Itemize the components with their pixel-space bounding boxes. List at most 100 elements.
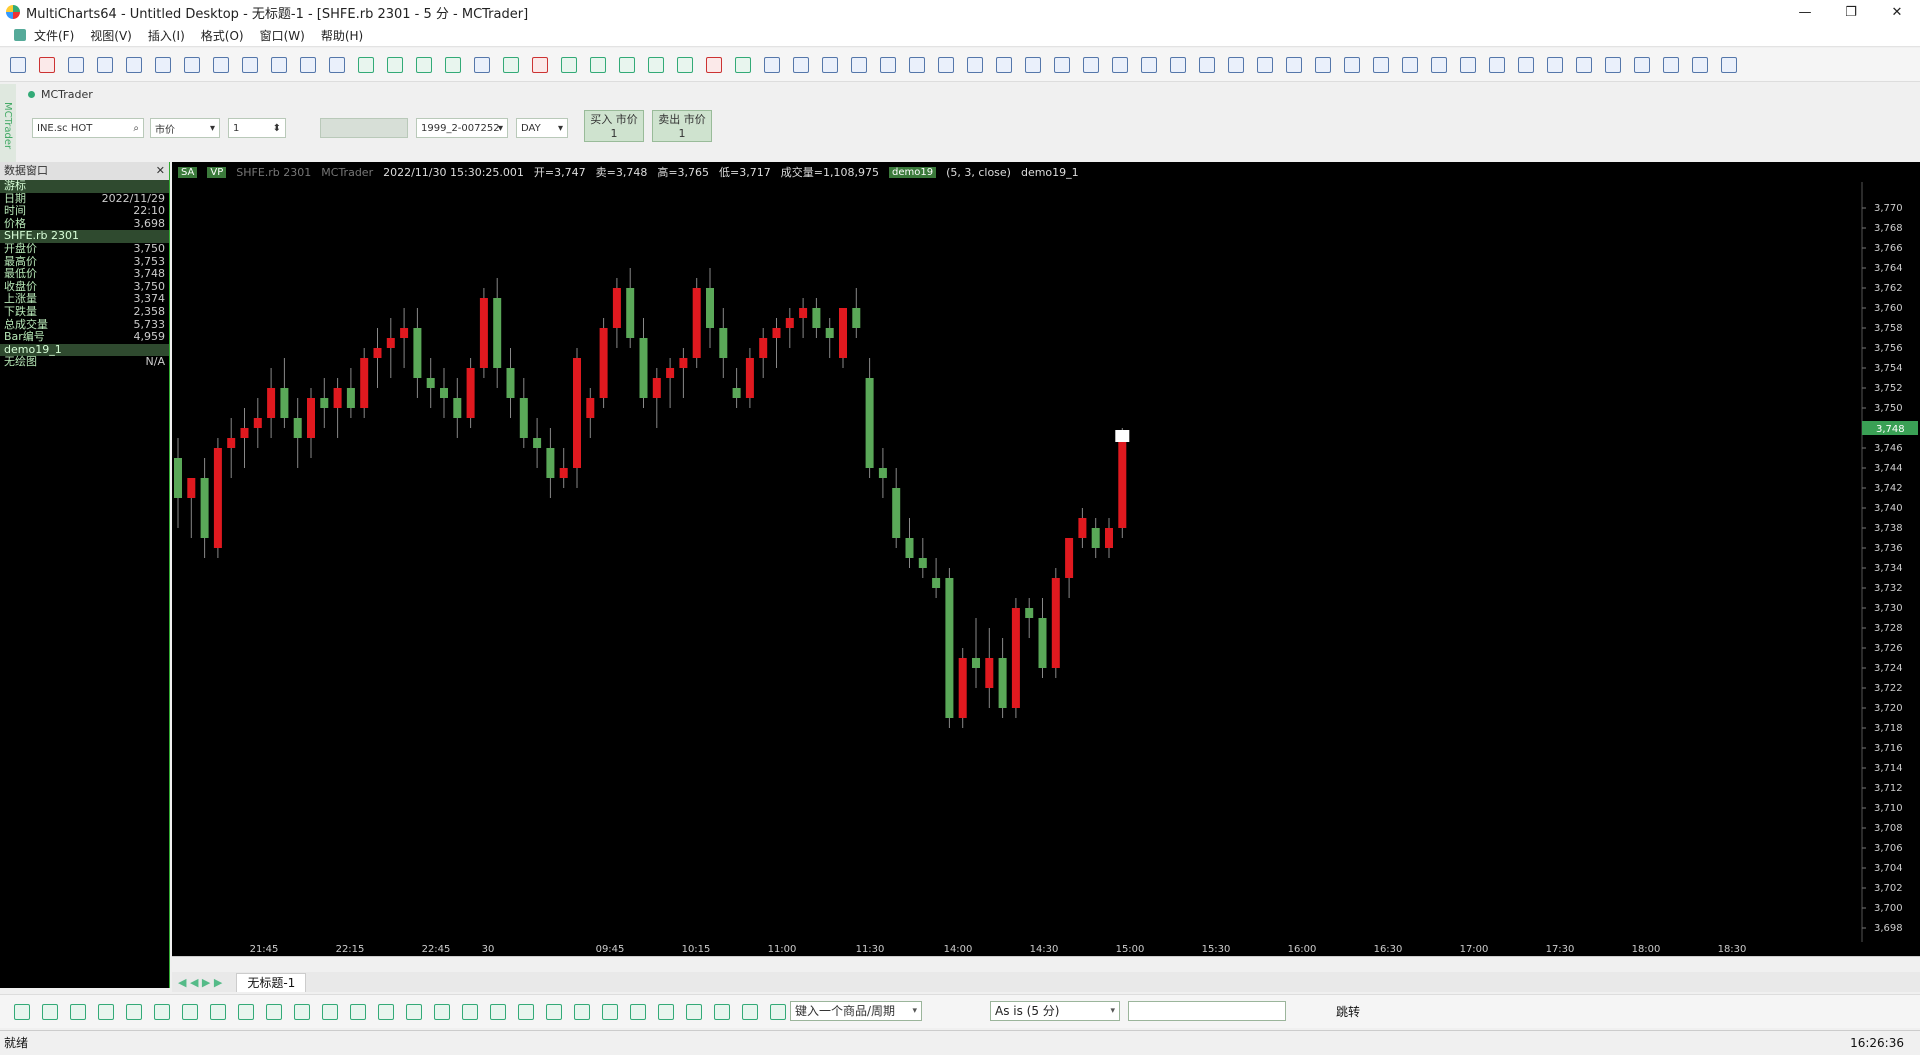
toolbar-tool-icon[interactable] [474,56,490,73]
toolbar-tool-icon[interactable] [271,56,287,73]
toolbar-tool-icon[interactable] [1547,56,1563,73]
toolbar-tool-icon[interactable] [909,56,925,73]
toolbar-tool-icon[interactable] [1431,56,1447,73]
toolbar-tool-icon[interactable] [677,56,693,73]
buy-market-button[interactable]: 买入 市价 1 [584,110,644,142]
toolbar-tool-icon[interactable] [1025,56,1041,73]
drawing-tool-icon[interactable] [14,1003,30,1020]
horizontal-scrollbar[interactable] [172,956,1920,973]
toolbar-tool-icon[interactable] [648,56,664,73]
toolbar-tool-icon[interactable] [68,56,84,73]
toolbar-tool-icon[interactable] [822,56,838,73]
toolbar-tool-icon[interactable] [1663,56,1679,73]
price-chart[interactable]: 3,770 3,768 3,766 3,764 3,762 3,760 3,758 3,756… [172,162,1920,956]
tab-untitled-1[interactable]: 无标题-1 [236,972,307,992]
toolbar-tool-icon[interactable] [39,56,55,73]
account-select[interactable]: 1999_2-007252 ▾ [416,118,508,138]
toolbar-tool-icon[interactable] [1286,56,1302,73]
toolbar-tool-icon[interactable] [590,56,606,73]
drawing-tool-icon[interactable] [602,1003,618,1020]
toolbar-tool-icon[interactable] [764,56,780,73]
drawing-tool-icon[interactable] [406,1003,422,1020]
toolbar-tool-icon[interactable] [213,56,229,73]
toolbar-tool-icon[interactable] [329,56,345,73]
menu-format[interactable]: 格式(O) [200,28,244,43]
toolbar-tool-icon[interactable] [1605,56,1621,73]
toolbar-tool-icon[interactable] [1170,56,1186,73]
drawing-tool-icon[interactable] [350,1003,366,1020]
drawing-tool-icon[interactable] [266,1003,282,1020]
drawing-tool-icon[interactable] [714,1003,730,1020]
drawing-tool-icon[interactable] [546,1003,562,1020]
search-icon[interactable]: ⌕ [133,122,139,134]
tif-select[interactable]: DAY ▾ [516,118,568,138]
jump-button[interactable]: 跳转 [1336,1005,1361,1019]
toolbar-tool-icon[interactable] [387,56,403,73]
toolbar-tool-icon[interactable] [851,56,867,73]
toolbar-tool-icon[interactable] [1228,56,1244,73]
drawing-tool-icon[interactable] [462,1003,478,1020]
drawing-tool-icon[interactable] [686,1003,702,1020]
toolbar-tool-icon[interactable] [1634,56,1650,73]
drawing-tool-icon[interactable] [182,1003,198,1020]
symbol-resolution-input[interactable]: 键入一个商品/周期 ▾ [790,1001,922,1021]
toolbar-tool-icon[interactable] [1257,56,1273,73]
menu-insert[interactable]: 插入(I) [147,28,185,43]
toolbar-tool-icon[interactable] [938,56,954,73]
drawing-tool-icon[interactable] [70,1003,86,1020]
toolbar-tool-icon[interactable] [358,56,374,73]
toolbar-tool-icon[interactable] [735,56,751,73]
toolbar-tool-icon[interactable] [1373,56,1389,73]
toolbar-tool-icon[interactable] [416,56,432,73]
toolbar-tool-icon[interactable] [561,56,577,73]
toolbar-tool-icon[interactable] [503,56,519,73]
toolbar-tool-icon[interactable] [1083,56,1099,73]
toolbar-tool-icon[interactable] [1518,56,1534,73]
sell-market-button[interactable]: 卖出 市价 1 [652,110,712,142]
drawing-tool-icon[interactable] [322,1003,338,1020]
drawing-tool-icon[interactable] [210,1003,226,1020]
toolbar-tool-icon[interactable] [155,56,171,73]
toolbar-tool-icon[interactable] [1692,56,1708,73]
drawing-tool-icon[interactable] [770,1003,786,1020]
study-tag[interactable]: demo19 [888,166,937,178]
date-jump-field[interactable] [1128,1001,1286,1021]
drawing-tool-icon[interactable] [238,1003,254,1020]
order-type-select[interactable]: 市价 ▾ [150,118,220,138]
minimize-button[interactable]: — [1798,4,1812,20]
tab-nav-arrows[interactable]: ◀ ◀ ▶ ▶ [178,975,223,989]
toolbar-tool-icon[interactable] [242,56,258,73]
toolbar-tool-icon[interactable] [300,56,316,73]
drawing-tool-icon[interactable] [490,1003,506,1020]
quantity-stepper[interactable]: 1 ⬍ [228,118,286,138]
toolbar-tool-icon[interactable] [619,56,635,73]
toolbar-tool-icon[interactable] [1402,56,1418,73]
drawing-tool-icon[interactable] [574,1003,590,1020]
toolbar-tool-icon[interactable] [1489,56,1505,73]
vp-tag[interactable]: VP [207,166,227,178]
toolbar-tool-icon[interactable] [1344,56,1360,73]
menu-view[interactable]: 视图(V) [90,28,132,43]
drawing-tool-icon[interactable] [294,1003,310,1020]
toolbar-tool-icon[interactable] [967,56,983,73]
toolbar-tool-icon[interactable] [1199,56,1215,73]
toolbar-tool-icon[interactable] [1054,56,1070,73]
left-dock-strip[interactable]: MCTrader [0,84,16,164]
resolution-select[interactable]: As is (5 分) ▾ [990,1001,1120,1021]
menu-file[interactable]: 文件(F) [34,28,75,43]
toolbar-tool-icon[interactable] [1576,56,1592,73]
chart-area[interactable]: 3,770 3,768 3,766 3,764 3,762 3,760 3,758 3,756… [172,162,1920,972]
drawing-tool-icon[interactable] [42,1003,58,1020]
toolbar-tool-icon[interactable] [445,56,461,73]
drawing-tool-icon[interactable] [154,1003,170,1020]
drawing-tool-icon[interactable] [518,1003,534,1020]
maximize-button[interactable]: ❐ [1845,4,1857,20]
toolbar-tool-icon[interactable] [532,56,548,73]
toolbar-tool-icon[interactable] [126,56,142,73]
symbol-input[interactable]: INE.sc HOT ⌕ [32,118,144,138]
stepper-arrows-icon[interactable]: ⬍ [272,122,281,134]
toolbar-tool-icon[interactable] [10,56,26,73]
toolbar-tool-icon[interactable] [1460,56,1476,73]
toolbar-tool-icon[interactable] [1721,56,1737,73]
menu-window[interactable]: 窗口(W) [259,28,305,43]
